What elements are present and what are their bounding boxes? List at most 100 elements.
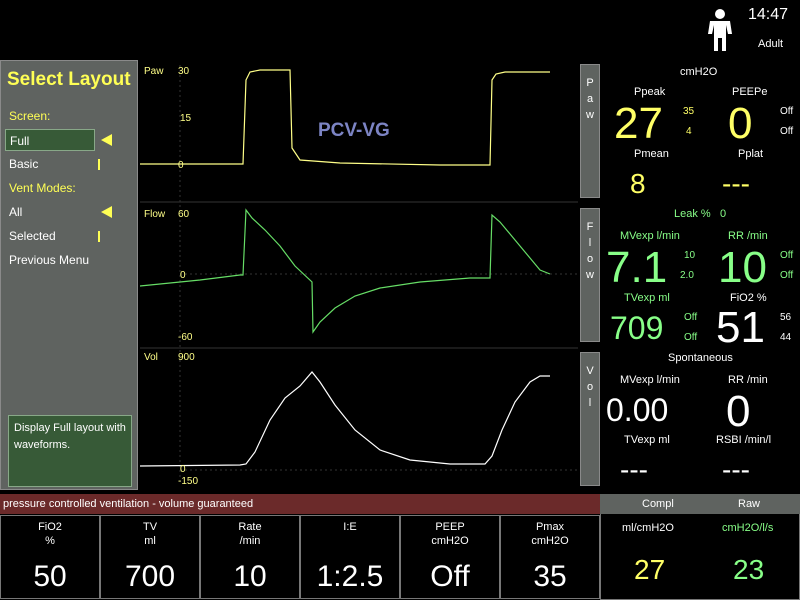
flow-trace	[139, 208, 551, 334]
spont-tvexp-value: ---	[620, 454, 648, 485]
rr-value: 10	[718, 243, 767, 292]
paw-trace	[140, 69, 550, 166]
flow-tick-min: -60	[178, 332, 193, 343]
menu-item-previous[interactable]: Previous Menu	[9, 253, 90, 267]
setting-unit: ml	[144, 535, 156, 547]
menu-item-basic[interactable]: Basic	[9, 157, 39, 171]
spont-rr-value: 0	[726, 387, 751, 436]
clock: 14:47	[748, 6, 789, 23]
mvexp-low-alarm: 2.0	[680, 270, 694, 281]
flow-btn-letter: l	[588, 237, 592, 249]
tvexp-high-alarm: Off	[684, 312, 698, 323]
setting-unit: cmH2O	[431, 535, 469, 547]
menu-item-selected[interactable]: Selected	[9, 229, 56, 243]
setting-ie[interactable]: I:E 1:2.5	[300, 515, 400, 599]
pplat-value: ---	[722, 168, 750, 199]
rr-low-alarm: Off	[780, 270, 794, 281]
vol-btn-letter: o	[586, 381, 594, 393]
paw-tick-zero: 0	[178, 160, 184, 171]
setting-rate[interactable]: Rate /min 10	[200, 515, 300, 599]
setting-label: Rate	[238, 521, 262, 533]
menu-item-full[interactable]: Full	[5, 129, 95, 151]
pmean-value: 8	[630, 168, 646, 199]
ventilation-status-bar: pressure controlled ventilation - volume…	[0, 494, 600, 514]
flow-tick-zero: 0	[180, 270, 186, 281]
spont-tvexp-label: TVexp ml	[624, 434, 670, 446]
waveform-area: Paw 30 15 0 Flow 60 0 -60 Vol 900 0 -150…	[139, 60, 578, 490]
leak-label: Leak %	[674, 208, 711, 220]
paw-tick-mid: 15	[180, 113, 192, 124]
mvexp-value: 7.1	[606, 243, 668, 292]
vol-tick-max: 900	[178, 352, 195, 363]
ppeak-high-alarm: 35	[683, 106, 695, 117]
peepe-value: 0	[728, 99, 753, 148]
setting-unit: /min	[239, 535, 261, 547]
vol-trace	[139, 371, 550, 467]
tvexp-value: 709	[610, 310, 664, 346]
adult-patient-icon	[704, 8, 736, 57]
fio2-high-alarm: 56	[780, 312, 792, 323]
raw-unit: cmH2O/l/s	[722, 522, 774, 534]
spontaneous-label: Spontaneous	[668, 352, 733, 364]
flow-btn-letter: F	[586, 221, 594, 233]
paw-waveform-button[interactable]: P a w	[580, 64, 600, 198]
setting-value: 50	[33, 560, 67, 593]
menu-title: Select Layout	[7, 69, 131, 90]
spont-mvexp-value: 0.00	[606, 392, 669, 428]
setting-label: I:E	[343, 521, 357, 533]
waveform-plot	[139, 65, 578, 485]
peepe-label: PEEPe	[732, 86, 768, 98]
fio2-value: 51	[716, 303, 765, 352]
vol-waveform-button[interactable]: V o l	[580, 352, 600, 486]
rr-high-alarm: Off	[780, 250, 794, 261]
vol-btn-letter: l	[588, 397, 592, 409]
setting-value: 35	[533, 560, 567, 593]
setting-value: Off	[430, 560, 470, 593]
fio2-label: FiO2 %	[730, 292, 767, 304]
setting-unit	[301, 534, 399, 548]
flow-btn-letter: w	[586, 269, 594, 281]
tvexp-low-alarm: Off	[684, 332, 698, 343]
ventilation-mode-label: PCV-VG	[318, 120, 390, 141]
rr-label: RR /min	[728, 230, 768, 242]
pmean-label: Pmean	[634, 148, 669, 160]
setting-peep[interactable]: PEEP cmH2O Off	[400, 515, 500, 599]
screen-label: Screen:	[9, 109, 51, 123]
selected-arrow-icon	[101, 134, 112, 146]
select-layout-menu: Select Layout Screen: Full Basic Vent Mo…	[0, 60, 138, 490]
flow-axis-label: Flow	[144, 209, 166, 220]
setting-label: PEEP	[435, 521, 465, 533]
paw-btn-letter: a	[586, 93, 594, 105]
setting-tv[interactable]: TV ml 700	[100, 515, 200, 599]
flow-tick-max: 60	[178, 209, 190, 220]
setting-fio2[interactable]: FiO2 % 50	[0, 515, 100, 599]
raw-value: 23	[733, 554, 765, 585]
flow-waveform-button[interactable]: F l o w	[580, 208, 600, 342]
paw-tick-max: 30	[178, 66, 190, 77]
compl-unit: ml/cmH2O	[622, 522, 674, 534]
ppeak-value: 27	[614, 99, 663, 148]
compl-value: 27	[634, 554, 666, 585]
menu-item-all[interactable]: All	[9, 205, 23, 219]
setting-label: FiO2	[38, 521, 62, 533]
ppeak-label: Ppeak	[634, 86, 666, 98]
peepe-high-alarm: Off	[780, 106, 794, 117]
cursor-bar-icon	[98, 159, 100, 170]
peepe-low-alarm: Off	[780, 126, 794, 137]
paw-btn-letter: P	[586, 77, 594, 89]
mvexp-high-alarm: 10	[684, 250, 696, 261]
paw-btn-letter: w	[586, 109, 594, 121]
raw-label: Raw	[738, 498, 761, 510]
tvexp-label: TVexp ml	[624, 292, 670, 304]
rsbi-label: RSBI /min/l	[716, 434, 772, 446]
compl-label: Compl	[642, 498, 674, 510]
vol-axis-label: Vol	[144, 352, 158, 363]
setting-value: 1:2.5	[316, 560, 384, 593]
spont-mvexp-label: MVexp l/min	[620, 374, 680, 386]
setting-pmax[interactable]: Pmax cmH2O 35	[500, 515, 600, 599]
cursor-bar-icon	[98, 231, 100, 242]
paw-axis-label: Paw	[144, 66, 164, 77]
fio2-low-alarm: 44	[780, 332, 792, 343]
pplat-label: Pplat	[738, 148, 764, 160]
flow-btn-letter: o	[586, 253, 594, 265]
